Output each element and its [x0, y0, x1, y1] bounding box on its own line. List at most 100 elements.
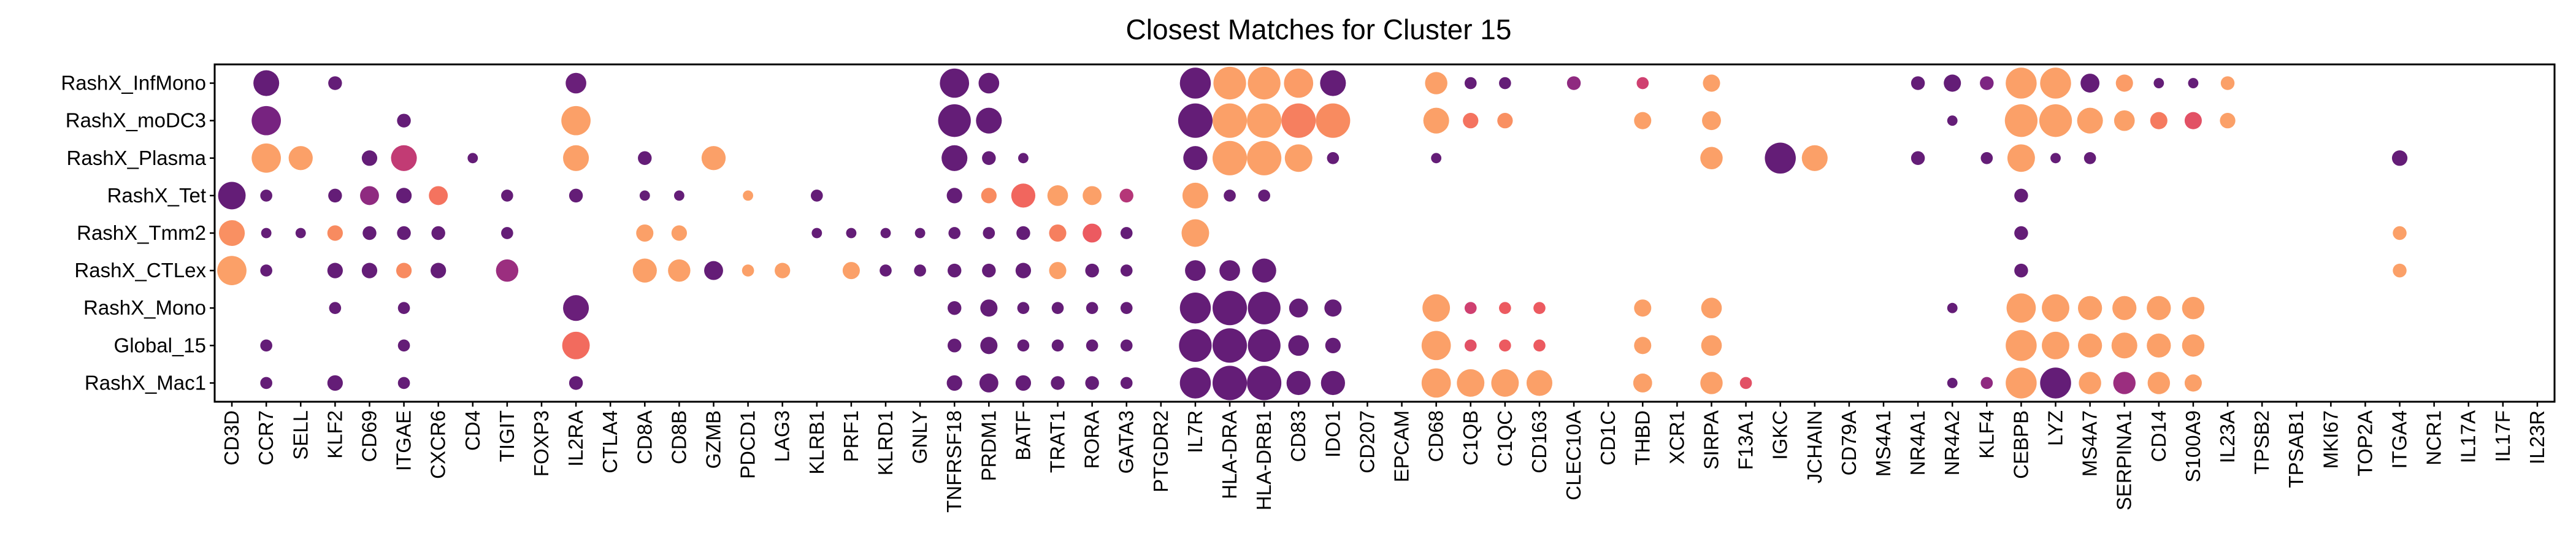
dot-RashX_moDC3-SERPINA1: [2114, 110, 2135, 131]
x-tick-label: ITGA4: [2388, 410, 2411, 469]
dot-RashX_Plasma-IDO1: [1327, 151, 1340, 164]
dot-RashX_CTLex-GZMB: [704, 261, 723, 280]
dot-RashX_Plasma-SELL: [288, 146, 313, 171]
y-axis-labels: RashX_InfMono RashX_moDC3 RashX_Plasma Rash…: [61, 72, 215, 394]
dot-RashX_moDC3-MS4A7: [2077, 107, 2103, 134]
x-tick-label: GNLY: [908, 410, 931, 464]
dot-RashX_CTLex-TNFRSF18: [947, 263, 962, 278]
dot-RashX_Tmm2-ITGA4: [2393, 226, 2407, 240]
dot-RashX_Mono-BATF: [1017, 302, 1030, 315]
x-tick-label: F13A1: [1735, 410, 1757, 470]
x-tick-label: S100A9: [2182, 410, 2204, 482]
x-tick-label: JCHAIN: [1803, 410, 1826, 483]
dot-RashX_Mono-KLF2: [329, 302, 342, 315]
dot-RashX_InfMono-SERPINA1: [2115, 74, 2133, 92]
x-tick-label: SELL: [289, 410, 312, 460]
x-tick-label: CXCR6: [427, 410, 450, 479]
x-tick-label: KLRB1: [805, 410, 828, 475]
x-tick-label: CCR7: [255, 410, 277, 466]
dot-RashX_Plasma-LYZ: [2050, 153, 2061, 164]
x-tick-label: KLF4: [1975, 410, 1998, 459]
x-tick-label: MKI67: [2319, 410, 2342, 469]
dot-RashX_Mac1-RORA: [1085, 376, 1099, 390]
dot-RashX_CTLex-PDCD1: [742, 264, 754, 277]
dot-RashX_CTLex-KLRD1: [880, 264, 892, 277]
x-tick-label: CD207: [1355, 410, 1378, 473]
x-axis-labels: CD3D CCR7 SELL KLF2 CD69 ITGAE CXCR6 CD4 TIGIT FO…: [220, 402, 2548, 513]
dot-RashX_CTLex-BATF: [1015, 263, 1032, 278]
dot-RashX_Plasma-CD68: [1431, 153, 1442, 164]
dot-Global_15-LYZ: [2042, 331, 2069, 359]
dot-RashX_Tet-HLA-DRB1: [1258, 190, 1270, 202]
x-tick-label: IL17A: [2457, 410, 2480, 463]
dot-RashX_Tet-TRAT1: [1047, 185, 1068, 206]
dot-RashX_Mac1-GATA3: [1120, 377, 1133, 389]
dot-Global_15-BATF: [1017, 339, 1030, 352]
dot-RashX_Plasma-CD83: [1284, 144, 1313, 172]
dot-RashX_moDC3-S100A9: [2184, 112, 2202, 129]
dot-RashX_Tmm2-KLF2: [327, 225, 343, 241]
y-tick-label: RashX_Tmm2: [77, 221, 206, 244]
dot-RashX_Plasma-JCHAIN: [1801, 145, 1828, 171]
dot-RashX_InfMono-SIRPA: [1703, 74, 1720, 92]
x-tick-label: IL17F: [2491, 410, 2514, 462]
dot-RashX_CTLex-PRDM1: [982, 263, 996, 278]
x-tick-label: KLRD1: [874, 410, 897, 475]
dot-RashX_moDC3-SIRPA: [1702, 111, 1721, 131]
dot-RashX_Tmm2-CD69: [362, 226, 377, 240]
dot-RashX_Tmm2-PRF1: [846, 228, 857, 239]
dot-RashX_CTLex-TIGIT: [496, 259, 519, 282]
x-tick-label: BATF: [1011, 410, 1034, 461]
dot-RashX_Tmm2-RORA: [1083, 223, 1102, 243]
dot-RashX_Tet-RORA: [1083, 186, 1102, 205]
dot-RashX_Mono-TRAT1: [1051, 302, 1064, 315]
dot-Global_15-IL2RA: [562, 331, 590, 359]
dot-RashX_Mono-SIRPA: [1701, 297, 1722, 319]
x-tick-label: CD14: [2147, 410, 2170, 462]
dot-RashX_Mac1-F13A1: [1739, 377, 1752, 389]
dot-Global_15-THBD: [1634, 337, 1652, 355]
dots: [217, 66, 2408, 401]
dot-RashX_Mac1-SIRPA: [1700, 372, 1723, 394]
dot-RashX_Mac1-CD83: [1286, 370, 1311, 396]
x-tick-label: HLA-DRA: [1218, 410, 1241, 499]
x-tick-label: IDO1: [1321, 410, 1344, 458]
dot-RashX_Tet-KLRB1: [810, 190, 823, 202]
dot-RashX_moDC3-IL2RA: [561, 105, 591, 136]
x-tick-label: PRDM1: [977, 410, 1000, 481]
dot-RashX_Mono-GATA3: [1120, 302, 1133, 315]
dot-RashX_Tmm2-KLRD1: [880, 228, 891, 239]
dot-RashX_Tet-CD8A: [639, 190, 650, 201]
x-tick-label: NCR1: [2423, 410, 2445, 466]
dot-Global_15-TNFRSF18: [947, 339, 962, 353]
dot-RashX_Plasma-CD69: [361, 150, 378, 166]
dot-RashX_Tmm2-TNFRSF18: [948, 227, 961, 239]
dot-Global_15-HLA-DRB1: [1248, 329, 1281, 362]
dot-RashX_Tmm2-TRAT1: [1049, 224, 1067, 242]
dot-RashX_Plasma-NR4A1: [1911, 151, 1925, 165]
dot-RashX_InfMono-CEBPB: [2006, 67, 2037, 99]
dot-RashX_moDC3-CD83: [1281, 103, 1316, 138]
dot-RashX_Mac1-IL7R: [1179, 367, 1211, 399]
dot-RashX_InfMono-KLF2: [328, 76, 342, 90]
x-tick-label: KLF2: [323, 410, 346, 459]
dot-RashX_Mac1-BATF: [1015, 375, 1032, 391]
dot-RashX_InfMono-NR4A2: [1944, 74, 1961, 92]
dot-RashX_Mono-CD163: [1533, 302, 1546, 315]
dot-RashX_Tet-HLA-DRA: [1224, 190, 1236, 202]
dot-RashX_Tet-CXCR6: [429, 186, 448, 205]
dot-RashX_Mac1-CD14: [2147, 372, 2171, 394]
x-tick-label: C1QB: [1459, 410, 1482, 466]
dot-RashX_Plasma-ITGAE: [391, 145, 417, 171]
dot-RashX_Plasma-PRDM1: [982, 151, 996, 165]
dot-RashX_Mac1-CEBPB: [2006, 367, 2037, 399]
dot-RashX_moDC3-IL7R: [1178, 103, 1213, 138]
dot-RashX_moDC3-ITGAE: [397, 113, 411, 128]
dot-RashX_CTLex-IL7R: [1185, 260, 1206, 281]
dot-RashX_Tet-BATF: [1011, 183, 1036, 208]
dot-RashX_CTLex-CD3D: [217, 256, 247, 285]
x-tick-label: EPCAM: [1390, 410, 1413, 482]
x-tick-label: IL7R: [1184, 410, 1206, 453]
dot-RashX_InfMono-CD14: [2153, 78, 2164, 88]
